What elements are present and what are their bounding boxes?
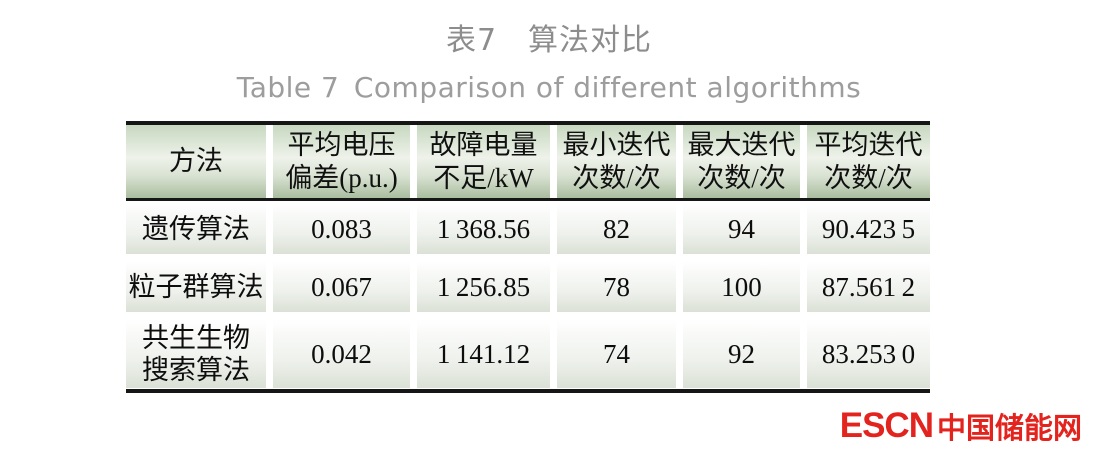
col-header-min-iterations: 最小迭代 次数/次 <box>557 125 676 198</box>
header-line: 平均电压 <box>287 129 396 160</box>
header-line: 偏差(p.u.) <box>285 162 398 193</box>
cell-r2-avg-iterations: 83.253 0 <box>807 319 930 388</box>
table-caption-cn: 表7 算法对比 <box>445 23 653 58</box>
cell-text: 0.067 <box>311 271 372 302</box>
cell-text: 1 368.56 <box>436 213 531 244</box>
escn-logo-text-cn: 中国储能网 <box>936 411 1082 445</box>
header-line: 次数/次 <box>572 162 661 193</box>
cell-text: 粒子群算法 <box>128 271 264 302</box>
cell-r1-method: 粒子群算法 <box>126 261 266 312</box>
cell-r1-fault-power-shortage: 1 256.85 <box>417 261 550 312</box>
cell-r2-max-iterations: 92 <box>683 319 800 388</box>
header-line: 不足/kW <box>433 162 534 193</box>
cell-r1-avg-voltage-deviation: 0.067 <box>273 261 410 312</box>
cell-r0-avg-voltage-deviation: 0.083 <box>273 203 410 254</box>
cell-text: 87.561 2 <box>821 271 916 302</box>
cell-text: 82 <box>603 213 630 244</box>
cell-text: 92 <box>728 338 755 369</box>
cell-r0-avg-iterations: 90.423 5 <box>807 203 930 254</box>
header-line: 平均迭代 <box>814 129 923 160</box>
header-line: 最大迭代 <box>687 129 796 160</box>
table-body: 遗传算法 0.083 1 368.56 82 94 90.423 5 粒子群算法 <box>126 201 930 389</box>
comparison-table: 方法 平均电压 偏差(p.u.) 故障电量 不足/kW 最小迭代 次数/次 最大… <box>126 121 930 393</box>
header-line: 最小迭代 <box>562 129 671 160</box>
cell-text: 100 <box>721 271 762 302</box>
header-line: 次数/次 <box>824 162 913 193</box>
cell-text: 0.042 <box>311 338 372 369</box>
col-header-fault-power-shortage: 故障电量 不足/kW <box>417 125 550 198</box>
escn-watermark-logo: ESCN 中国储能网 <box>840 405 1082 447</box>
cell-text: 94 <box>728 213 755 244</box>
cell-text: 74 <box>603 338 630 369</box>
cell-r0-max-iterations: 94 <box>683 203 800 254</box>
cell-r1-avg-iterations: 87.561 2 <box>807 261 930 312</box>
cell-text: 遗传算法 <box>142 213 250 244</box>
cell-text: 78 <box>603 271 630 302</box>
cell-r2-min-iterations: 74 <box>557 319 676 388</box>
col-header-avg-iterations: 平均迭代 次数/次 <box>807 125 930 198</box>
cell-text: 83.253 0 <box>821 338 916 369</box>
cell-text: 共生生物 <box>142 322 250 353</box>
col-header-avg-voltage-deviation: 平均电压 偏差(p.u.) <box>273 125 410 198</box>
cell-r2-avg-voltage-deviation: 0.042 <box>273 319 410 388</box>
table-header-row: 方法 平均电压 偏差(p.u.) 故障电量 不足/kW 最小迭代 次数/次 最大… <box>126 125 930 198</box>
cell-text: 0.083 <box>311 213 372 244</box>
cell-r1-min-iterations: 78 <box>557 261 676 312</box>
header-line: 方法 <box>169 146 223 176</box>
cell-r0-method: 遗传算法 <box>126 203 266 254</box>
header-line: 故障电量 <box>429 129 538 160</box>
header-line: 次数/次 <box>697 162 786 193</box>
cell-r1-max-iterations: 100 <box>683 261 800 312</box>
cell-r0-min-iterations: 82 <box>557 203 676 254</box>
table-caption-en: Table 7 Comparison of different algorith… <box>236 71 862 104</box>
cell-r0-fault-power-shortage: 1 368.56 <box>417 203 550 254</box>
cell-text: 90.423 5 <box>821 213 916 244</box>
cell-text: 搜索算法 <box>142 354 250 385</box>
cell-text: 1 256.85 <box>436 271 531 302</box>
cell-text: 1 141.12 <box>436 338 531 369</box>
header-divider <box>126 198 930 201</box>
escn-logo-text-en: ESCN <box>839 406 934 445</box>
cell-r2-fault-power-shortage: 1 141.12 <box>417 319 550 388</box>
col-header-max-iterations: 最大迭代 次数/次 <box>683 125 800 198</box>
cell-r2-method: 共生生物 搜索算法 <box>126 319 266 388</box>
col-header-method: 方法 <box>126 125 266 198</box>
